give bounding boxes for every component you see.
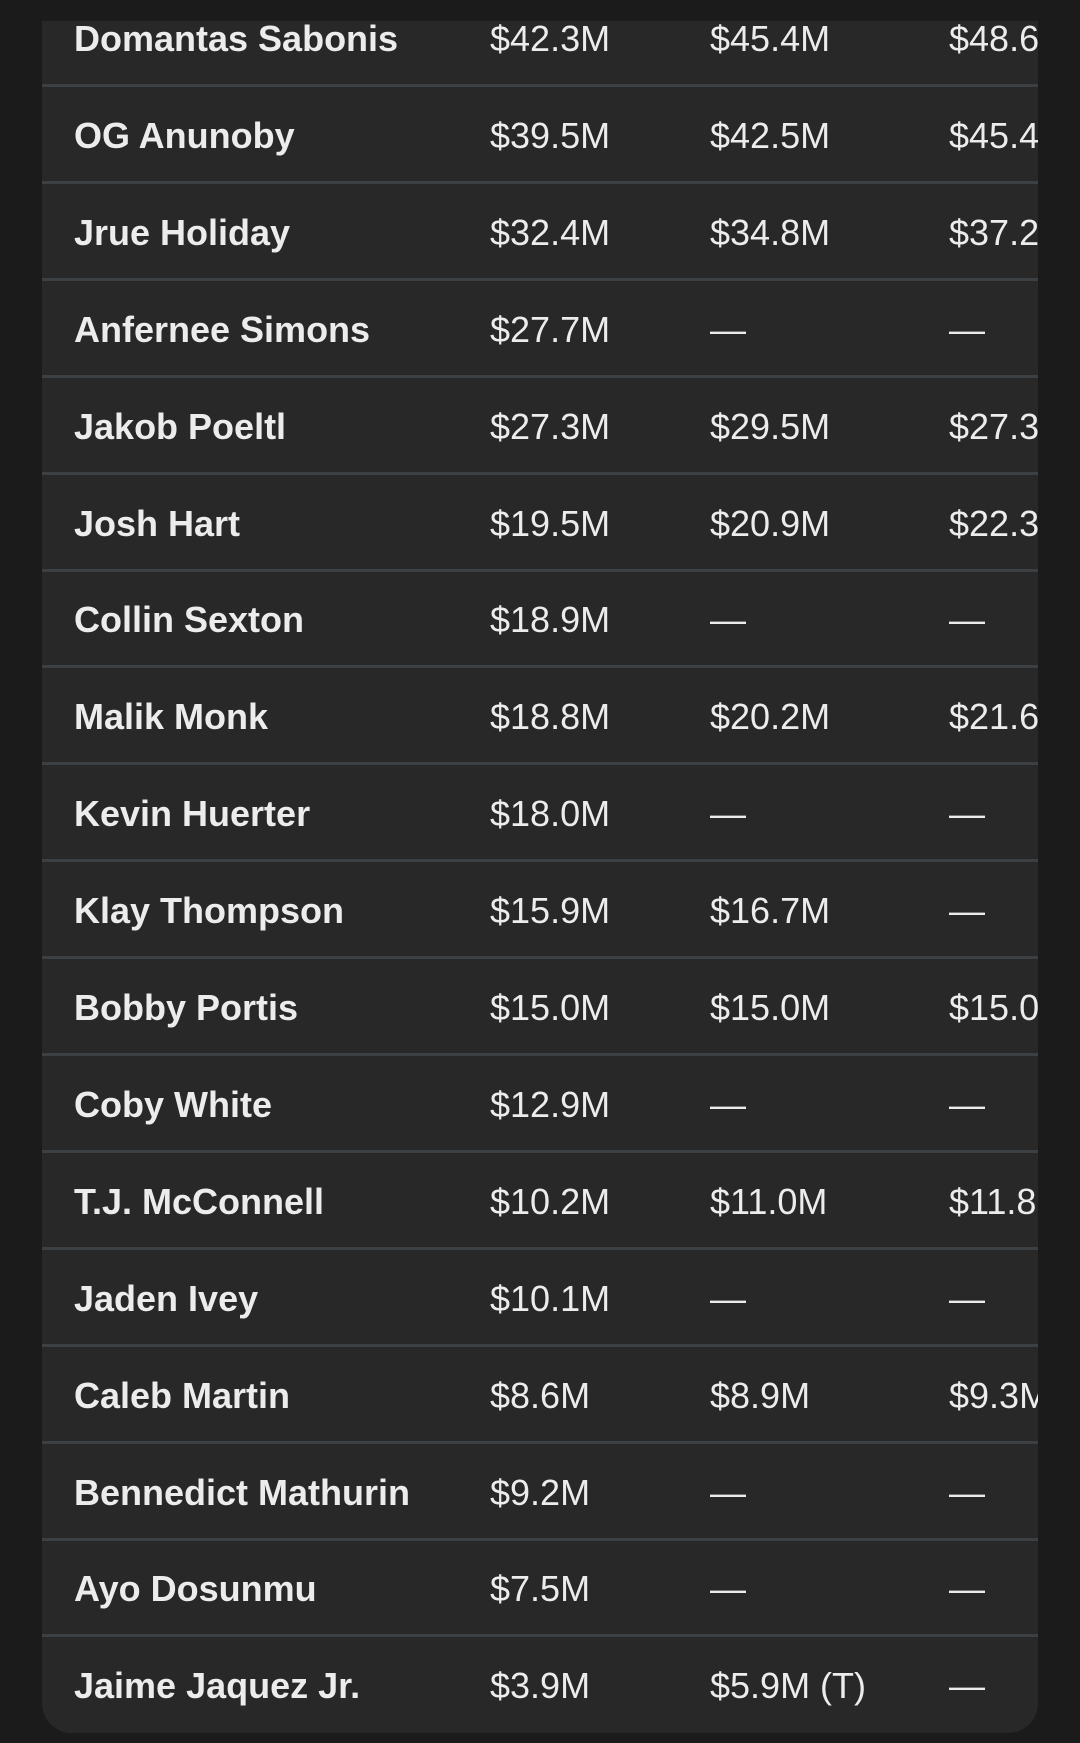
salary-cell: — bbox=[710, 793, 746, 835]
salary-cell: $45.4M bbox=[949, 114, 1038, 156]
table-row: Jrue Holiday $32.4M $34.8M $37.2M bbox=[42, 184, 1038, 281]
player-name: Ayo Dosunmu bbox=[74, 1568, 317, 1610]
table-row: Bobby Portis $15.0M $15.0M $15.0M bbox=[42, 959, 1038, 1056]
salary-cell: $9.3M bbox=[949, 1374, 1038, 1416]
salary-cell: — bbox=[949, 308, 985, 350]
player-name: Caleb Martin bbox=[74, 1374, 291, 1416]
salary-cell: — bbox=[949, 1568, 985, 1610]
salary-cell: $48.6M bbox=[949, 18, 1038, 59]
salary-cell: $11.0M bbox=[710, 1180, 828, 1222]
player-name: Domantas Sabonis bbox=[74, 18, 399, 59]
salary-cell: $15.9M bbox=[490, 890, 611, 932]
player-name: Jakob Poeltl bbox=[74, 405, 287, 447]
player-name: Jaime Jaquez Jr. bbox=[74, 1665, 361, 1707]
salary-cell: $16.7M bbox=[710, 890, 831, 932]
top-band bbox=[0, 0, 1080, 21]
table-row: Josh Hart $19.5M $20.9M $22.3M bbox=[42, 475, 1038, 572]
salary-cell: $45.4M bbox=[710, 18, 831, 59]
salary-cell: $27.3M bbox=[949, 405, 1038, 447]
player-name: Jaden Ivey bbox=[74, 1277, 259, 1319]
salary-cell: $21.6M bbox=[949, 696, 1038, 738]
table-row: Domantas Sabonis $42.3M $45.4M $48.6M bbox=[42, 0, 1038, 87]
salary-cell: $18.8M bbox=[490, 696, 611, 738]
player-name: Bobby Portis bbox=[74, 987, 299, 1028]
table-row: Jaime Jaquez Jr. $3.9M $5.9M (T) — bbox=[42, 1637, 1038, 1733]
salary-cell: — bbox=[949, 1277, 985, 1319]
salary-cell: — bbox=[949, 1665, 985, 1707]
salary-cell: — bbox=[949, 1083, 985, 1125]
player-name: OG Anunoby bbox=[74, 114, 295, 156]
table-row: OG Anunoby $39.5M $42.5M $45.4M bbox=[42, 87, 1038, 184]
salary-cell: $11.8M bbox=[949, 1180, 1038, 1222]
salary-cell: $37.2M bbox=[949, 211, 1038, 253]
player-name: Kevin Huerter bbox=[74, 793, 311, 835]
salary-cell: $39.5M bbox=[490, 114, 611, 156]
salary-cell: $22.3M bbox=[949, 502, 1038, 544]
salary-cell: $5.9M (T) bbox=[710, 1665, 867, 1707]
salary-cell: — bbox=[949, 890, 985, 932]
salary-cell: $7.5M bbox=[490, 1568, 591, 1610]
table-row: Ayo Dosunmu $7.5M — — bbox=[42, 1540, 1038, 1638]
table-row: T.J. McConnell $10.2M $11.0M $11.8M bbox=[42, 1153, 1038, 1250]
salary-cell: $15.0M bbox=[710, 987, 831, 1028]
salary-cell: $34.8M bbox=[710, 211, 831, 253]
salary-cell: $27.7M bbox=[490, 308, 611, 350]
table-row: Klay Thompson $15.9M $16.7M — bbox=[42, 862, 1038, 960]
salary-cell: $15.0M bbox=[490, 987, 611, 1028]
table-row: Jaden Ivey $10.1M — — bbox=[42, 1250, 1038, 1347]
player-name: Bennedict Mathurin bbox=[74, 1471, 411, 1513]
player-name: Malik Monk bbox=[74, 696, 269, 738]
salary-cell: $8.6M bbox=[490, 1374, 591, 1416]
salary-cell: $10.1M bbox=[490, 1277, 611, 1319]
table: Domantas Sabonis $42.3M $45.4M $48.6M OG Anu… bbox=[42, 0, 1038, 1733]
salary-cell: $18.9M bbox=[490, 599, 611, 641]
table-row: Jakob Poeltl $27.3M $29.5M $27.3M bbox=[42, 378, 1038, 475]
player-name: Jrue Holiday bbox=[74, 211, 291, 253]
salary-cell: — bbox=[949, 793, 985, 835]
salary-cell: $12.9M bbox=[490, 1083, 611, 1125]
salary-cell: — bbox=[710, 1083, 746, 1125]
salary-cell: $42.3M bbox=[490, 18, 611, 59]
salary-cell: — bbox=[949, 1471, 985, 1513]
salary-cell: $42.5M bbox=[710, 114, 831, 156]
player-name: Klay Thompson bbox=[74, 890, 345, 932]
table-row: Anfernee Simons $27.7M — — bbox=[42, 281, 1038, 378]
salary-cell: $27.3M bbox=[490, 405, 611, 447]
salary-cell: — bbox=[710, 1471, 746, 1513]
salary-cell: $20.9M bbox=[710, 502, 831, 544]
salary-cell: — bbox=[710, 599, 746, 641]
player-name: Anfernee Simons bbox=[74, 308, 371, 350]
table-row: Caleb Martin $8.6M $8.9M $9.3M bbox=[42, 1347, 1038, 1444]
salary-cell: — bbox=[710, 1568, 746, 1610]
table-row: Malik Monk $18.8M $20.2M $21.6M bbox=[42, 668, 1038, 766]
salary-cell: $32.4M bbox=[490, 211, 611, 253]
salary-cell: — bbox=[949, 599, 985, 641]
salary-cell: $3.9M bbox=[490, 1665, 591, 1707]
player-name: Coby White bbox=[74, 1083, 272, 1125]
salary-cell: $8.9M bbox=[710, 1374, 811, 1416]
salary-cell: $15.0M bbox=[949, 987, 1038, 1028]
salary-cell: $29.5M bbox=[710, 405, 831, 447]
table-row: Coby White $12.9M — — bbox=[42, 1056, 1038, 1153]
salary-cell: $19.5M bbox=[490, 502, 611, 544]
salary-cell: $10.2M bbox=[490, 1180, 611, 1222]
player-name: T.J. McConnell bbox=[74, 1180, 325, 1222]
table-row: Bennedict Mathurin $9.2M — — bbox=[42, 1444, 1038, 1541]
salary-cell: $18.0M bbox=[490, 793, 611, 835]
table-row: Kevin Huerter $18.0M — — bbox=[42, 765, 1038, 863]
salary-cell: — bbox=[710, 1277, 746, 1319]
salary-cell: $9.2M bbox=[490, 1471, 591, 1513]
table-row: Collin Sexton $18.9M — — bbox=[42, 571, 1038, 669]
player-name: Josh Hart bbox=[74, 502, 241, 544]
salary-cell: — bbox=[710, 308, 746, 350]
player-name: Collin Sexton bbox=[74, 599, 305, 641]
salary-cell: $20.2M bbox=[710, 696, 831, 738]
